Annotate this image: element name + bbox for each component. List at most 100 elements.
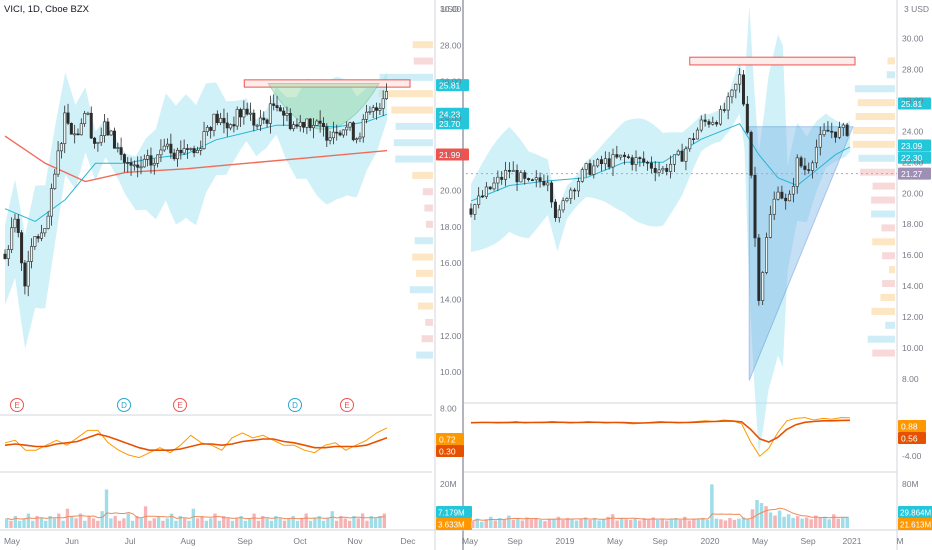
right-volume-profile-bar xyxy=(881,224,895,232)
left-candle-body xyxy=(285,112,289,116)
right-volume-profile-bar xyxy=(888,266,895,274)
right-price-tick-label: 14.00 xyxy=(902,281,924,291)
right-volume-profile-bar xyxy=(860,168,895,176)
left-candle-body xyxy=(258,117,262,126)
right-macd-tick-label: -4.00 xyxy=(902,451,922,461)
left-candle-body xyxy=(298,121,302,127)
left-candle-body xyxy=(156,154,160,164)
left-price-label: 23.70 xyxy=(439,119,461,129)
right-volume-bar xyxy=(750,509,755,528)
right-price-tick-label: 28.00 xyxy=(902,65,924,75)
left-volume-label-box xyxy=(436,506,472,518)
left-volume-profile-bar xyxy=(425,220,433,228)
event-marker-label: E xyxy=(177,401,182,410)
right-candle-body xyxy=(837,127,841,138)
left-volume-bar xyxy=(369,515,373,528)
right-volume-profile-bar xyxy=(880,293,895,301)
left-volume-profile-bar xyxy=(379,73,433,81)
left-volume-bar xyxy=(161,520,165,528)
left-candle-body xyxy=(126,162,130,164)
left-volume-profile-bar xyxy=(395,155,433,163)
chart-title: VICI, 1D, Cboe BZX xyxy=(4,4,90,15)
left-volume-bar xyxy=(44,520,48,528)
right-candle-body xyxy=(626,156,630,158)
right-macd-label-box xyxy=(898,432,926,444)
right-candle-body xyxy=(500,176,504,180)
right-price-tick-label: 8.00 xyxy=(902,374,919,384)
left-price-label-box xyxy=(436,117,469,130)
left-macd-value-label: 0.30 xyxy=(439,447,456,457)
left-candle-body xyxy=(312,125,316,129)
right-volume-bar xyxy=(642,518,646,528)
right-candle-body xyxy=(649,162,653,169)
right-volume-bar xyxy=(791,518,795,528)
right-candle-body xyxy=(657,169,661,173)
left-candle-body xyxy=(278,107,282,112)
right-volume-bar xyxy=(489,516,493,528)
right-top-axis-label: 3 USD xyxy=(904,4,929,14)
event-marker-label: D xyxy=(121,401,127,410)
left-candle-body xyxy=(23,262,27,287)
left-volume-profile-bar xyxy=(395,122,433,130)
right-candle-body xyxy=(507,169,511,172)
left-price-tick-label: 18.00 xyxy=(440,222,462,232)
right-volume-bar xyxy=(800,518,804,528)
right-volume-bar xyxy=(818,518,822,528)
left-volume-bar xyxy=(156,515,161,528)
right-volume-tick-label: 80M xyxy=(902,479,919,489)
left-candle-body xyxy=(305,118,309,128)
left-price-label: 24.23 xyxy=(439,109,461,119)
right-price-tick-label: 26.00 xyxy=(902,96,924,106)
right-candle-body xyxy=(653,168,657,173)
right-volume-bar xyxy=(480,521,484,528)
right-candle-body xyxy=(734,83,738,91)
right-volume-bar xyxy=(678,519,683,528)
left-resistance-zone xyxy=(243,79,411,88)
left-candle-body xyxy=(351,122,355,141)
left-volume-bar xyxy=(61,520,65,528)
right-time-tick-label: May xyxy=(607,536,624,546)
left-macd-label-box xyxy=(436,445,464,457)
left-candle-body xyxy=(252,112,256,126)
left-candle-body xyxy=(282,110,286,116)
left-volume-bar xyxy=(87,515,91,528)
right-volume-bar xyxy=(538,519,543,528)
left-candle-body xyxy=(235,109,239,127)
event-marker-label: D xyxy=(292,401,298,410)
left-candle-body xyxy=(43,228,47,234)
right-volume-bar xyxy=(764,506,768,528)
left-price-panel xyxy=(3,41,469,359)
left-candle-body xyxy=(222,117,226,124)
right-price-tick-label: 30.00 xyxy=(902,34,924,44)
left-volume-bar xyxy=(91,518,96,528)
right-macd-value-label: 0.88 xyxy=(901,422,918,432)
left-candle-body xyxy=(315,120,319,126)
right-volume-bar xyxy=(705,519,710,528)
left-volume-bar xyxy=(317,515,321,528)
left-candle-body xyxy=(331,131,335,139)
right-time-tick-label: Sep xyxy=(652,536,667,546)
left-volume-bar xyxy=(78,513,83,528)
right-price-label: 22.30 xyxy=(901,153,923,163)
left-price-tick-label: 26.00 xyxy=(440,77,462,87)
left-price-tick-label: 12.00 xyxy=(440,331,462,341)
left-volume-bar xyxy=(287,518,291,528)
right-volume-profile-bar xyxy=(872,182,895,190)
right-candle-body xyxy=(699,119,703,131)
right-candle-body xyxy=(523,172,527,179)
left-candle-body xyxy=(275,105,279,108)
left-candle-body xyxy=(242,108,246,118)
right-candle-body xyxy=(753,174,757,239)
right-candle-body xyxy=(776,191,780,200)
right-volume-bar xyxy=(592,518,597,528)
left-price-label: 21.99 xyxy=(439,150,461,160)
right-volume-bar xyxy=(660,518,665,528)
left-candle-body xyxy=(109,130,113,136)
left-volume-profile-bar xyxy=(414,237,433,245)
right-volume-bar xyxy=(570,519,574,528)
right-volume-bar xyxy=(552,519,556,528)
right-volatility-band xyxy=(471,5,850,454)
left-candle-body xyxy=(245,108,249,115)
right-volume-value-label: 21.613M xyxy=(900,521,931,530)
left-price-tick-label: 8.00 xyxy=(440,403,457,413)
